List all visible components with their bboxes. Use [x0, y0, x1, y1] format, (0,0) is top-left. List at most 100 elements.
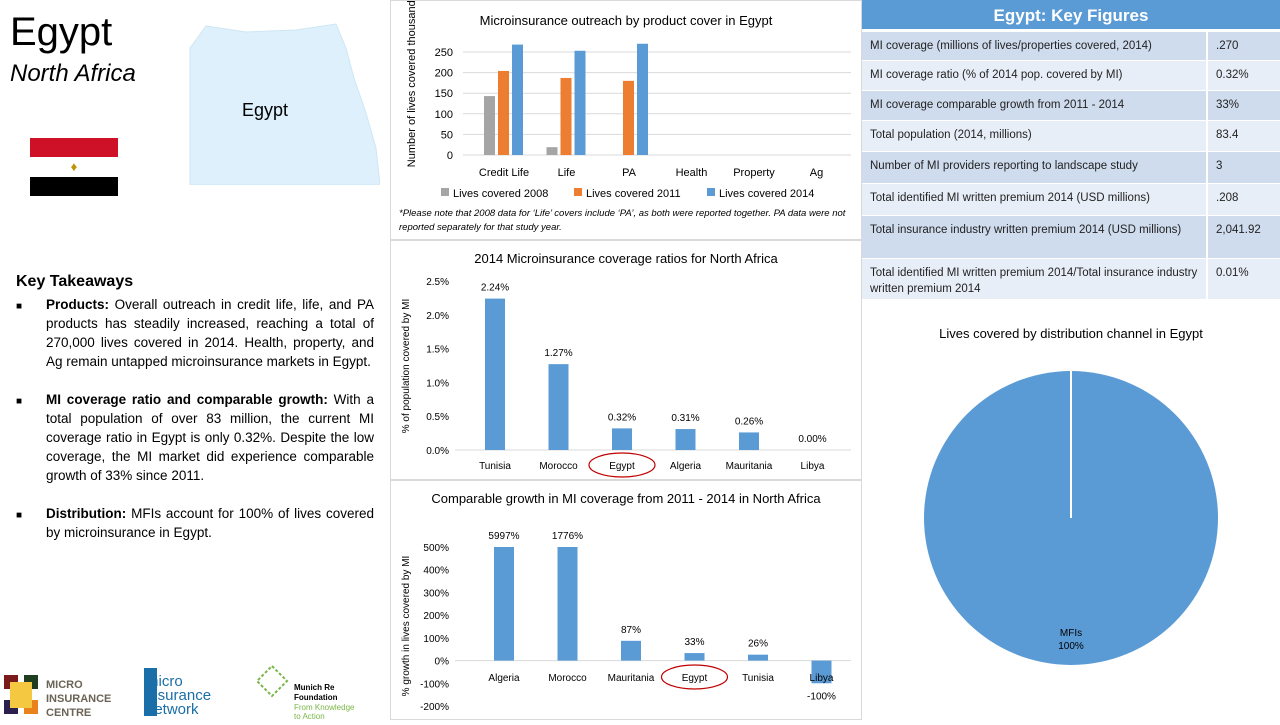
key-figure-value: .270 [1216, 40, 1239, 52]
partner-logos: MICRO INSURANCE CENTRE micro insurance n… [0, 660, 380, 721]
key-figure-label: Total identified MI written premium 2014… [862, 184, 1208, 215]
y-tick-label: -200% [420, 702, 449, 713]
bar-lives-covered-2014 [512, 44, 523, 155]
x-tick-label: Morocco [548, 673, 587, 684]
key-figure-value: 83.4 [1216, 129, 1239, 141]
key-figure-row: Total identified MI written premium 2014… [862, 259, 1280, 300]
y-tick-label: 2.5% [426, 277, 449, 288]
bar-tunisia [748, 654, 768, 661]
key-figure-row: Number of MI providers reporting to land… [862, 152, 1280, 184]
bullet-icon: ■ [16, 396, 23, 407]
y-tick-label: 50 [441, 129, 453, 141]
y-tick-label: 100 [435, 109, 453, 121]
y-tick-label: 0% [435, 657, 450, 668]
svg-text:to Action: to Action [294, 712, 325, 720]
legend-swatch [441, 188, 449, 196]
page-title: Egypt [10, 10, 113, 54]
y-tick-label: 150 [435, 88, 453, 100]
svg-text:CENTRE: CENTRE [46, 707, 91, 719]
takeaway-item: ■ Products: Overall outreach in credit li… [16, 295, 374, 371]
key-figure-label: Total population (2014, millions) [862, 121, 1208, 151]
key-figure-value: 3 [1216, 160, 1223, 172]
key-figure-value: 0.01% [1216, 267, 1249, 279]
x-tick-label: Morocco [539, 461, 578, 472]
pie-chart: MFIs 100% [924, 371, 1218, 665]
highlight-circle [588, 452, 656, 478]
chart-note-text: *Please note that 2008 data for ‘Life’ c… [399, 208, 846, 233]
x-tick-label: PA [622, 167, 637, 179]
bar-algeria [494, 547, 514, 661]
svg-text:network: network [146, 701, 199, 718]
key-figure-row: Total insurance industry written premium… [862, 216, 1280, 259]
data-label: 5997% [488, 531, 519, 542]
takeaway-label: MI coverage ratio and comparable growth: [46, 392, 328, 407]
takeaway-text: Overall outreach in credit life, life, a… [46, 297, 374, 369]
munich-re-foundation-logo: Munich Re Foundation From Knowledge to A… [255, 664, 355, 721]
y-tick-label: 2.0% [426, 311, 449, 322]
x-tick-label: Algeria [488, 673, 520, 684]
x-tick-label: Health [676, 167, 708, 179]
key-figure-value: 0.32% [1216, 69, 1249, 81]
svg-text:Munich Re: Munich Re [294, 683, 335, 692]
data-label: 1.27% [544, 348, 572, 359]
x-tick-label: Mauritania [726, 461, 773, 472]
y-tick-label: 400% [423, 566, 449, 577]
egypt-flag: ♦ [30, 138, 118, 196]
y-axis-label: % growth in lives covered by MI [401, 556, 412, 697]
takeaway-text: With a total population of over 83 milli… [46, 392, 374, 483]
y-tick-label: 500% [423, 543, 449, 554]
key-figure-row: Total population (2014, millions) 83.4 [862, 121, 1280, 152]
svg-text:INSURANCE: INSURANCE [46, 693, 111, 705]
x-tick-label: Property [733, 167, 775, 179]
legend-swatch [574, 188, 582, 196]
y-tick-label: 0 [447, 150, 453, 162]
bar-lives-covered-2011 [623, 80, 634, 155]
bar-algeria [675, 429, 696, 450]
key-figure-label: MI coverage comparable growth from 2011 … [862, 91, 1208, 120]
bar-lives-covered-2014 [574, 50, 586, 155]
y-tick-label: 1.0% [426, 378, 449, 389]
legend-swatch [707, 188, 715, 196]
bar-libya [811, 660, 832, 684]
bar-lives-covered-2008 [546, 147, 558, 155]
key-figure-label: Total insurance industry written premium… [862, 216, 1208, 258]
key-figure-value: 33% [1216, 99, 1240, 111]
takeaway-label: Distribution: [46, 506, 127, 521]
data-label: 0.26% [735, 416, 763, 427]
page-subtitle: North Africa [10, 60, 136, 87]
x-tick-label: Life [558, 167, 576, 179]
bar-egypt [684, 653, 705, 661]
x-tick-label: Credit Life [479, 167, 529, 179]
svg-text:Foundation: Foundation [294, 693, 338, 702]
key-takeaways: Key Takeaways ■ Products: Overall outreac… [16, 272, 374, 561]
egypt-map: Egypt [186, 18, 381, 186]
y-tick-label: 100% [423, 634, 449, 645]
data-label: 26% [748, 639, 768, 650]
key-figure-row: MI coverage ratio (% of 2014 pop. covere… [862, 61, 1280, 91]
x-tick-label: Libya [801, 461, 825, 472]
micro-insurance-centre-logo: MICRO INSURANCE CENTRE [4, 675, 111, 719]
bar-tunisia [485, 298, 505, 450]
data-label: 87% [621, 625, 641, 636]
key-figures-table: Egypt: Key Figures MI coverage (millions… [862, 0, 1280, 300]
key-figure-row: Total identified MI written premium 2014… [862, 184, 1280, 216]
svg-text:micro: micro [146, 673, 183, 690]
bar-egypt [612, 428, 632, 450]
svg-text:MICRO: MICRO [46, 679, 83, 691]
takeaway-item: ■ Distribution: MFIs account for 100% of … [16, 504, 374, 542]
key-figure-row: MI coverage (millions of lives/propertie… [862, 32, 1280, 61]
x-tick-label: Libya [810, 673, 834, 684]
y-tick-label: 1.5% [426, 345, 449, 356]
y-tick-label: 200 [435, 68, 453, 80]
chart-coverage-panel: 2014 Microinsurance coverage ratios for … [390, 240, 862, 480]
highlight-circle [660, 664, 729, 690]
chart-title-text: Comparable growth in MI coverage from 20… [431, 491, 821, 506]
key-figure-label: MI coverage (millions of lives/propertie… [862, 32, 1208, 60]
key-figure-value: 2,041.92 [1216, 224, 1261, 236]
y-tick-label: 0.0% [426, 446, 449, 457]
takeaway-label: Products: [46, 297, 110, 312]
chart-note: *Please note that 2008 data for ‘Life’ c… [399, 208, 846, 233]
key-figure-row: MI coverage comparable growth from 2011 … [862, 91, 1280, 121]
y-tick-label: 250 [435, 47, 453, 59]
microinsurance-network-logo: micro insurance network [144, 668, 211, 718]
